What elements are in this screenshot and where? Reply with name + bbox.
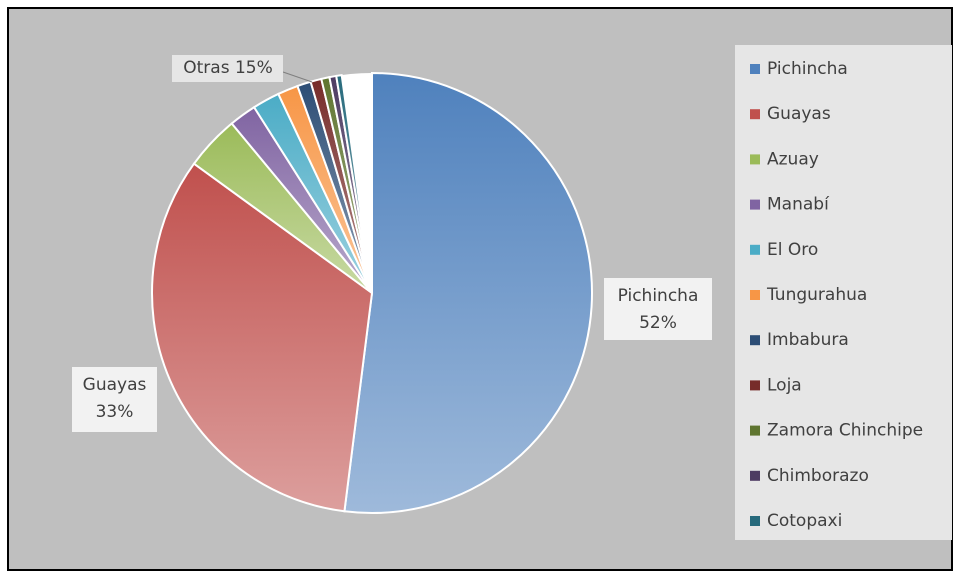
legend-marker <box>750 244 760 255</box>
legend-label: Imbabura <box>767 330 849 350</box>
pie-slice <box>343 71 593 514</box>
annotation: Otras 15% <box>183 58 273 78</box>
legend-marker <box>750 64 760 74</box>
legend-marker <box>750 154 760 165</box>
legend-box <box>735 45 952 540</box>
legend-label: Tungurahua <box>766 285 867 305</box>
legend-label: Guayas <box>767 104 831 124</box>
legend-marker <box>750 335 760 346</box>
legend-marker <box>750 290 760 300</box>
legend-marker <box>750 425 760 436</box>
legend-label: Pichincha <box>767 59 848 79</box>
legend-marker <box>750 470 760 481</box>
data-label-name: Guayas <box>83 375 147 395</box>
legend-label: Chimborazo <box>767 466 869 486</box>
legend-label: Cotopaxi <box>767 511 842 531</box>
legend-marker <box>750 380 760 391</box>
legend-label: Loja <box>767 375 802 395</box>
legend-label: El Oro <box>767 240 818 260</box>
data-label-box <box>72 367 157 432</box>
legend-marker <box>750 516 760 526</box>
data-label-value: 52% <box>639 313 677 333</box>
annotation-box <box>172 55 283 82</box>
legend-marker <box>750 109 760 120</box>
data-label-name: Pichincha <box>618 286 699 306</box>
legend-label: Zamora Chinchipe <box>767 421 923 441</box>
pie-slice <box>335 73 373 294</box>
pie-slice <box>151 162 374 513</box>
leader-line <box>282 71 313 83</box>
legend-label: Manabí <box>767 195 830 215</box>
legend-marker <box>750 199 760 210</box>
legend-label: Azuay <box>767 149 819 169</box>
data-label-value: 33% <box>96 402 134 422</box>
data-label-box <box>604 278 712 340</box>
